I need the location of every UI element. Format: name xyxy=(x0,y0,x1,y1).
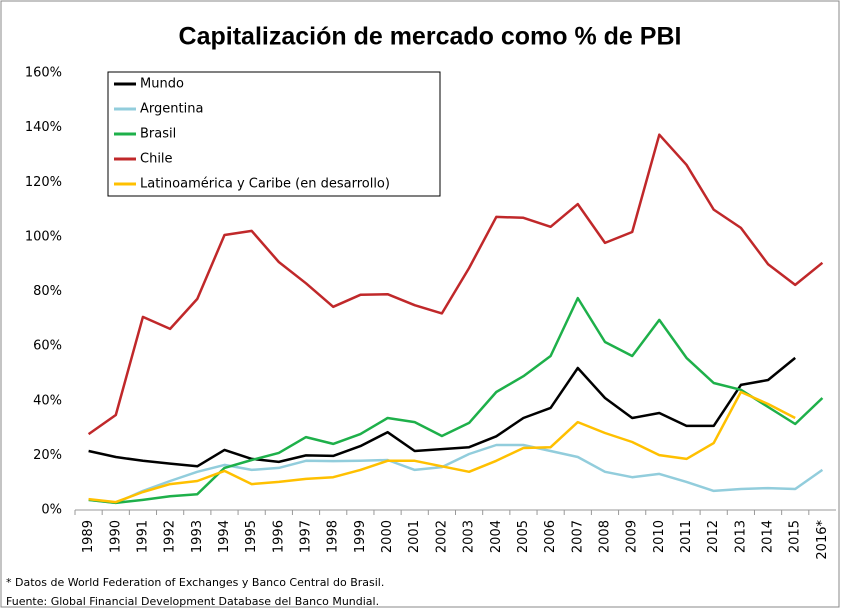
x-tick-label: 2010 xyxy=(652,520,667,553)
x-tick-label: 1994 xyxy=(217,520,232,553)
x-tick-label: 2006 xyxy=(543,520,558,553)
x-tick-label: 2002 xyxy=(434,520,449,553)
x-tick-label: 2001 xyxy=(407,520,422,553)
x-tick-label: 2016* xyxy=(815,520,830,560)
x-tick-label: 2007 xyxy=(570,520,585,553)
legend-label: Mundo xyxy=(140,77,184,92)
x-tick-label: 2005 xyxy=(516,520,531,553)
line-series xyxy=(88,296,824,505)
x-tick-label: 2012 xyxy=(706,520,721,553)
line-series xyxy=(88,356,796,468)
legend-box xyxy=(107,71,441,197)
chart-title: Capitalización de mercado como % de PBI xyxy=(179,23,682,51)
y-tick-label: 0% xyxy=(41,503,62,518)
x-tick-label: 1993 xyxy=(190,520,205,553)
line-series xyxy=(88,443,824,505)
x-tick-label: 1991 xyxy=(135,520,150,553)
x-tick-label: 1998 xyxy=(326,520,341,553)
y-tick-label: 80% xyxy=(33,284,62,299)
x-tick-label: 2004 xyxy=(489,520,504,553)
y-tick-label: 60% xyxy=(33,339,62,354)
note: Fuente: Global Financial Development Dat… xyxy=(6,595,379,608)
line-series xyxy=(88,390,796,504)
x-tick-label: 2011 xyxy=(679,520,694,553)
x-tick-label: 1997 xyxy=(299,520,314,553)
x-tick-label: 2003 xyxy=(462,520,477,553)
y-tick-label: 120% xyxy=(25,175,62,190)
x-tick-label: 2014 xyxy=(761,520,776,553)
x-tick-label: 2008 xyxy=(597,520,612,553)
y-tick-label: 40% xyxy=(33,393,62,408)
x-tick-label: 2015 xyxy=(788,520,803,553)
y-tick-label: 140% xyxy=(25,120,62,135)
y-tick-label: 160% xyxy=(25,66,62,81)
x-tick-label: 1989 xyxy=(81,520,96,553)
x-tick-label: 2000 xyxy=(380,520,395,553)
legend-label: Chile xyxy=(140,152,173,167)
x-tick-label: 2013 xyxy=(733,520,748,553)
x-tick-label: 1990 xyxy=(108,520,123,553)
x-tick-label: 1996 xyxy=(271,520,286,553)
line-series xyxy=(87,133,824,436)
legend-label: Brasil xyxy=(140,127,176,142)
note: * Datos de World Federation of Exchanges… xyxy=(6,576,384,589)
x-tick-label: 1992 xyxy=(163,520,178,553)
legend-label: Latinoamérica y Caribe (en desarrollo) xyxy=(140,177,390,192)
y-tick-label: 100% xyxy=(25,229,62,244)
x-tick-label: 2009 xyxy=(625,520,640,553)
x-tick-label: 1995 xyxy=(244,520,259,553)
y-tick-label: 20% xyxy=(33,448,62,463)
x-tick-label: 1999 xyxy=(353,520,368,553)
legend-label: Argentina xyxy=(140,102,203,117)
